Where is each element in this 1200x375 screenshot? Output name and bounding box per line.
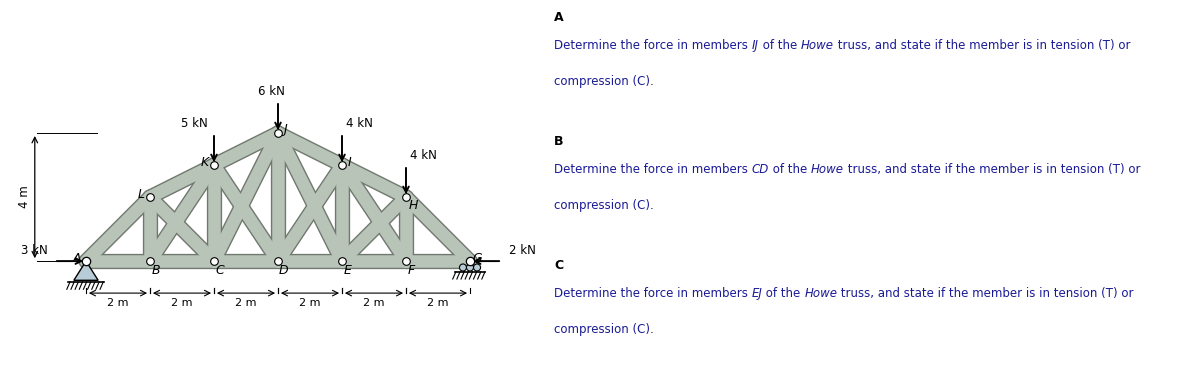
Text: 4 kN: 4 kN <box>410 149 437 162</box>
Text: 4 kN: 4 kN <box>346 117 373 130</box>
Text: truss, and state if the member is in tension (T) or: truss, and state if the member is in ten… <box>838 287 1134 300</box>
Text: Howe: Howe <box>800 39 834 53</box>
Text: Determine the force in members: Determine the force in members <box>554 287 751 300</box>
Text: compression (C).: compression (C). <box>554 322 654 336</box>
Text: A: A <box>73 252 82 265</box>
Text: of the: of the <box>762 287 804 300</box>
Text: I: I <box>347 156 350 169</box>
Text: Howe: Howe <box>811 163 844 176</box>
Text: 2 kN: 2 kN <box>509 244 536 257</box>
Text: compression (C).: compression (C). <box>554 75 654 88</box>
Text: E: E <box>344 264 352 276</box>
Text: 6 kN: 6 kN <box>258 85 286 98</box>
Text: A: A <box>554 11 564 24</box>
Text: EJ: EJ <box>751 287 762 300</box>
Polygon shape <box>74 261 98 280</box>
Text: compression (C).: compression (C). <box>554 199 654 212</box>
Text: 2 m: 2 m <box>235 298 257 307</box>
Text: H: H <box>408 199 418 211</box>
Circle shape <box>460 264 467 271</box>
Text: C: C <box>554 259 563 272</box>
Text: J: J <box>283 123 287 136</box>
Text: truss, and state if the member is in tension (T) or: truss, and state if the member is in ten… <box>834 39 1130 53</box>
Circle shape <box>474 264 480 271</box>
Text: 5 kN: 5 kN <box>181 117 208 130</box>
Text: truss, and state if the member is in tension (T) or: truss, and state if the member is in ten… <box>844 163 1140 176</box>
Text: Howe: Howe <box>804 287 838 300</box>
Text: IJ: IJ <box>751 39 758 53</box>
Text: B: B <box>151 264 160 276</box>
Text: K: K <box>200 156 209 169</box>
Text: 2 m: 2 m <box>299 298 320 307</box>
Text: D: D <box>278 264 288 276</box>
Circle shape <box>467 264 474 271</box>
Text: Determine the force in members: Determine the force in members <box>554 39 751 53</box>
Text: of the: of the <box>758 39 800 53</box>
Text: 4 m: 4 m <box>18 186 31 209</box>
Text: of the: of the <box>769 163 811 176</box>
Text: Determine the force in members: Determine the force in members <box>554 163 751 176</box>
Text: F: F <box>408 264 415 276</box>
Text: 2 m: 2 m <box>427 298 449 307</box>
Text: G: G <box>473 252 482 265</box>
Text: 3 kN: 3 kN <box>22 244 48 257</box>
Text: 2 m: 2 m <box>107 298 128 307</box>
Text: CD: CD <box>751 163 769 176</box>
Text: C: C <box>215 264 224 276</box>
Text: B: B <box>554 135 564 148</box>
Text: 2 m: 2 m <box>364 298 385 307</box>
Text: L: L <box>138 188 144 201</box>
Text: 2 m: 2 m <box>172 298 193 307</box>
